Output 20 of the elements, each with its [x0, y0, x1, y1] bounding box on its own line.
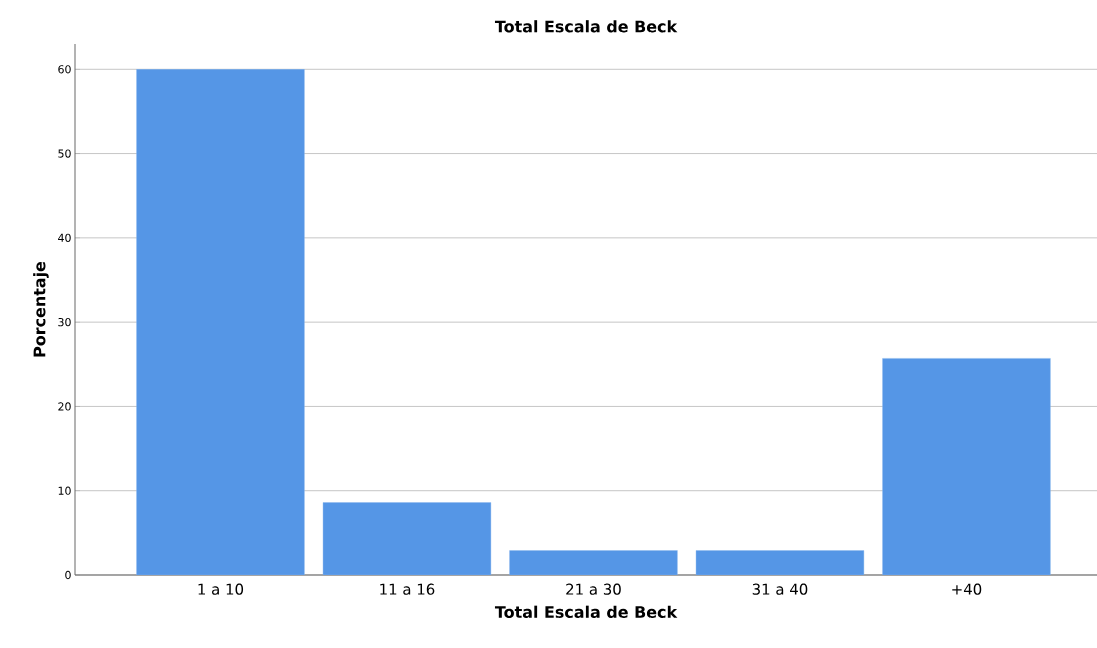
y-tick-label: 10 [58, 486, 71, 495]
x-tick-label: 1 a 10 [198, 583, 244, 595]
y-tick-label: 50 [58, 149, 71, 158]
y-tick-label: 20 [58, 402, 71, 411]
bar [695, 550, 865, 575]
y-tick-label: 0 [65, 570, 71, 580]
bar [136, 69, 305, 575]
y-tick-label: 60 [58, 65, 71, 74]
x-axis-title: Total Escala de Beck [494, 605, 678, 618]
bar [882, 358, 1051, 575]
x-tick-label: 11 a 16 [380, 583, 435, 595]
x-tick-label: 21 a 30 [566, 583, 621, 595]
x-tick-label: 31 a 40 [752, 583, 808, 595]
bar [509, 550, 678, 575]
chart-title: Total Escala de Beck [494, 20, 678, 33]
y-axis-title: Porcentaje [33, 261, 49, 357]
bar [322, 502, 492, 575]
x-tick-label: +40 [952, 583, 982, 595]
y-tick-label: 30 [58, 318, 71, 327]
y-tick-label: 40 [58, 233, 71, 242]
